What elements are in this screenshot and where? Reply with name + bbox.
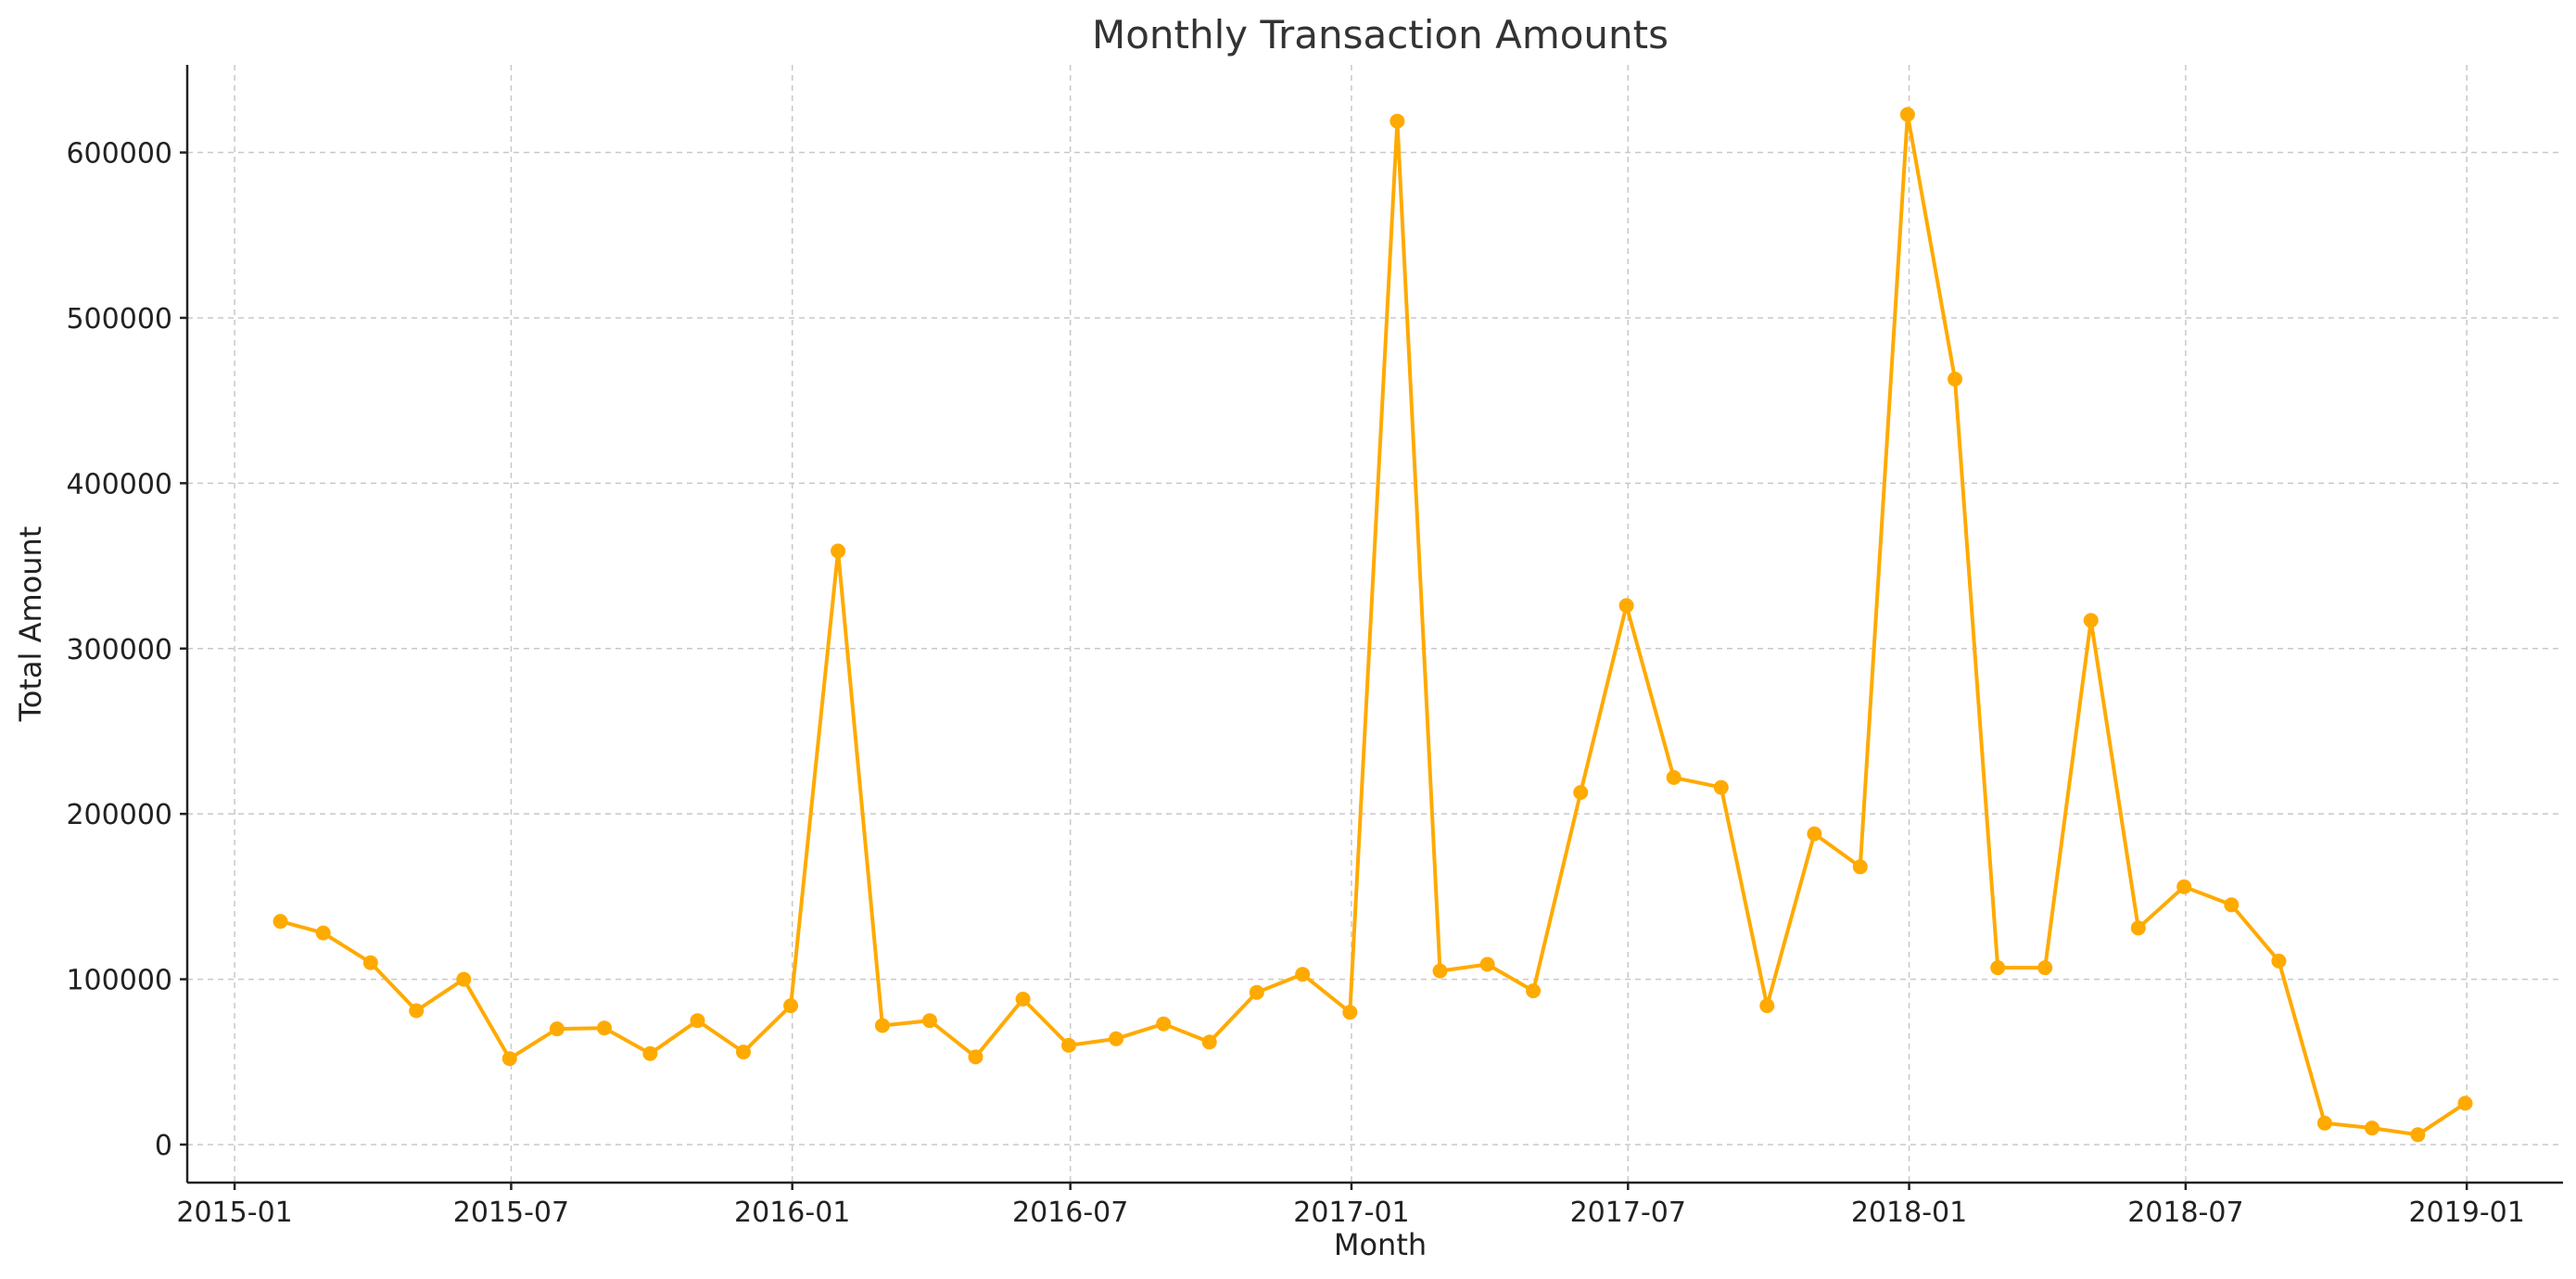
x-axis-label: Month xyxy=(1334,1227,1427,1262)
data-point xyxy=(2365,1121,2379,1136)
data-point xyxy=(1201,1034,1217,1050)
data-point xyxy=(1295,967,1311,982)
data-point xyxy=(2457,1095,2473,1111)
x-tick-label: 2018-07 xyxy=(2127,1197,2243,1229)
data-point xyxy=(456,971,472,987)
series-layer xyxy=(273,107,2473,1143)
data-point xyxy=(2271,953,2287,969)
data-point xyxy=(1618,598,1634,614)
data-point xyxy=(2410,1127,2426,1143)
data-point xyxy=(1759,998,1775,1014)
x-tick-label: 2016-01 xyxy=(734,1197,850,1229)
data-point xyxy=(968,1049,983,1065)
data-point xyxy=(2130,920,2146,936)
chart-title: Monthly Transaction Amounts xyxy=(1092,12,1669,57)
data-point xyxy=(642,1045,658,1061)
x-tick-label: 2017-01 xyxy=(1293,1197,1409,1229)
y-tick-label: 100000 xyxy=(66,965,172,997)
data-point xyxy=(1948,372,1962,386)
grid xyxy=(187,65,2563,1183)
data-point xyxy=(874,1018,890,1033)
x-tick-label: 2019-01 xyxy=(2408,1197,2524,1229)
data-point xyxy=(2176,879,2192,894)
data-point xyxy=(501,1051,517,1067)
y-tick-label: 400000 xyxy=(66,468,172,500)
y-tick-label: 600000 xyxy=(66,138,172,171)
data-point xyxy=(1573,785,1589,800)
y-axis-label: Total Amount xyxy=(13,526,48,723)
data-point xyxy=(1479,956,1495,972)
tick-labels: 2015-01 2015-07 2016-01 2016-07 2017-01 2017-… xyxy=(66,138,2524,1229)
x-tick-label: 2015-07 xyxy=(453,1197,569,1229)
data-point xyxy=(783,998,799,1014)
y-tick-label: 200000 xyxy=(66,799,172,831)
data-point xyxy=(409,1003,425,1019)
data-point xyxy=(1015,992,1031,1007)
data-point xyxy=(1342,1005,1358,1020)
data-point xyxy=(1390,113,1405,129)
data-point xyxy=(597,1020,612,1036)
x-tick-label: 2017-07 xyxy=(1570,1197,1686,1229)
data-point xyxy=(1432,963,1448,979)
data-point xyxy=(736,1045,751,1060)
y-tick-label: 300000 xyxy=(66,634,172,666)
data-point xyxy=(1526,983,1542,999)
y-tick-label: 500000 xyxy=(66,303,172,336)
data-point xyxy=(549,1021,565,1037)
data-point xyxy=(362,955,378,970)
data-point xyxy=(1713,779,1729,795)
x-tick-label: 2016-07 xyxy=(1012,1197,1128,1229)
data-point xyxy=(2316,1115,2332,1131)
data-point xyxy=(2037,960,2053,976)
data-point xyxy=(690,1013,705,1029)
data-point xyxy=(2224,897,2240,913)
y-tick-label: 0 xyxy=(155,1130,172,1162)
data-point xyxy=(1249,984,1264,1000)
x-tick-label: 2015-01 xyxy=(176,1197,292,1229)
data-point xyxy=(1990,960,2006,976)
x-tick-label: 2018-01 xyxy=(1851,1197,1967,1229)
data-point xyxy=(2083,613,2099,628)
data-point xyxy=(315,925,331,941)
data-point xyxy=(1852,859,1868,875)
data-point xyxy=(273,914,288,930)
data-point xyxy=(1109,1031,1124,1046)
series-line xyxy=(279,112,2467,1137)
data-point xyxy=(1807,826,1822,842)
data-point xyxy=(1061,1037,1076,1053)
data-point xyxy=(1899,107,1915,122)
data-point xyxy=(831,543,846,559)
data-point xyxy=(1666,769,1681,785)
data-point xyxy=(1156,1016,1172,1032)
data-point xyxy=(922,1013,937,1029)
